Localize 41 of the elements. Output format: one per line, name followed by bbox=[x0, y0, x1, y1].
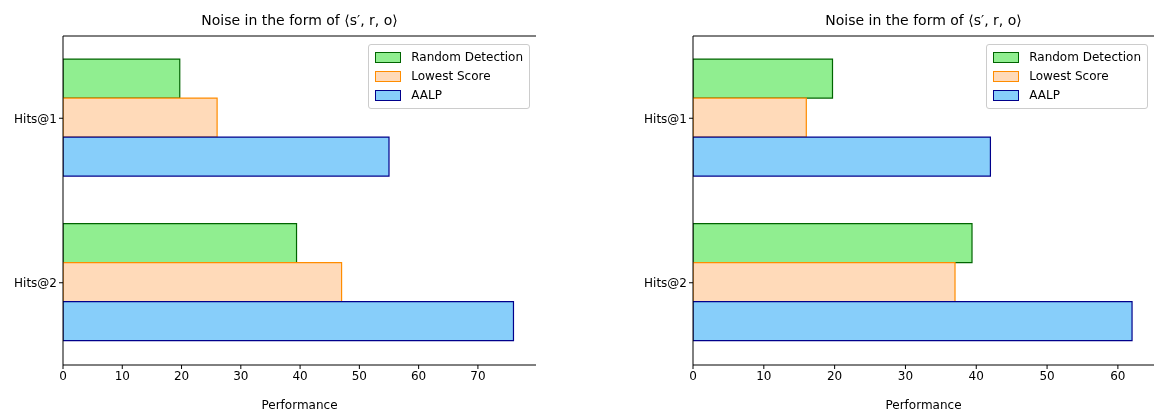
legend-label: Lowest Score bbox=[411, 68, 491, 85]
x-tick-label: 50 bbox=[1039, 368, 1055, 383]
legend-label: AALP bbox=[1029, 87, 1060, 104]
bar bbox=[693, 58, 834, 99]
legend-label: Lowest Score bbox=[1029, 68, 1109, 85]
y-tick-label: Hits@1 bbox=[14, 111, 57, 126]
chart-title: Noise in the form of ⟨s′, r, o⟩ bbox=[824, 12, 1023, 28]
x-tick-label: 70 bbox=[470, 368, 486, 383]
legend-label: Random Detection bbox=[411, 49, 523, 66]
bar bbox=[63, 261, 343, 303]
y-tick-label: Hits@2 bbox=[14, 276, 57, 291]
x-tick-label: 60 bbox=[411, 368, 427, 383]
x-tick-label: 10 bbox=[114, 368, 130, 383]
bar bbox=[693, 261, 956, 303]
x-axis-title: Performance bbox=[885, 398, 962, 412]
chart-title: Noise in the form of ⟨s′, r, o⟩ bbox=[200, 12, 399, 28]
x-tick-label: 0 bbox=[59, 368, 67, 383]
bar bbox=[63, 136, 390, 177]
x-tick-label: 20 bbox=[826, 368, 843, 383]
bar bbox=[693, 136, 992, 177]
bar bbox=[693, 300, 1133, 342]
x-tick-label: 60 bbox=[1110, 368, 1126, 383]
bar bbox=[63, 97, 218, 138]
x-tick-label: 0 bbox=[689, 368, 697, 383]
y-tick-label: Hits@2 bbox=[644, 276, 687, 291]
bar bbox=[63, 222, 298, 264]
bar bbox=[63, 300, 515, 342]
x-tick-label: 50 bbox=[351, 368, 368, 383]
legend-label: Random Detection bbox=[1029, 49, 1141, 66]
x-tick-label: 10 bbox=[756, 368, 772, 383]
bar bbox=[63, 58, 181, 99]
x-tick-label: 40 bbox=[968, 368, 984, 383]
x-tick-label: 30 bbox=[233, 368, 249, 383]
x-tick-label: 20 bbox=[173, 368, 190, 383]
bar bbox=[693, 222, 973, 264]
x-tick-label: 30 bbox=[897, 368, 914, 383]
bar bbox=[693, 97, 807, 138]
x-tick-label: 40 bbox=[292, 368, 308, 383]
y-tick-label: Hits@1 bbox=[644, 111, 687, 126]
x-axis-title: Performance bbox=[261, 398, 338, 412]
legend-label: AALP bbox=[411, 87, 442, 104]
